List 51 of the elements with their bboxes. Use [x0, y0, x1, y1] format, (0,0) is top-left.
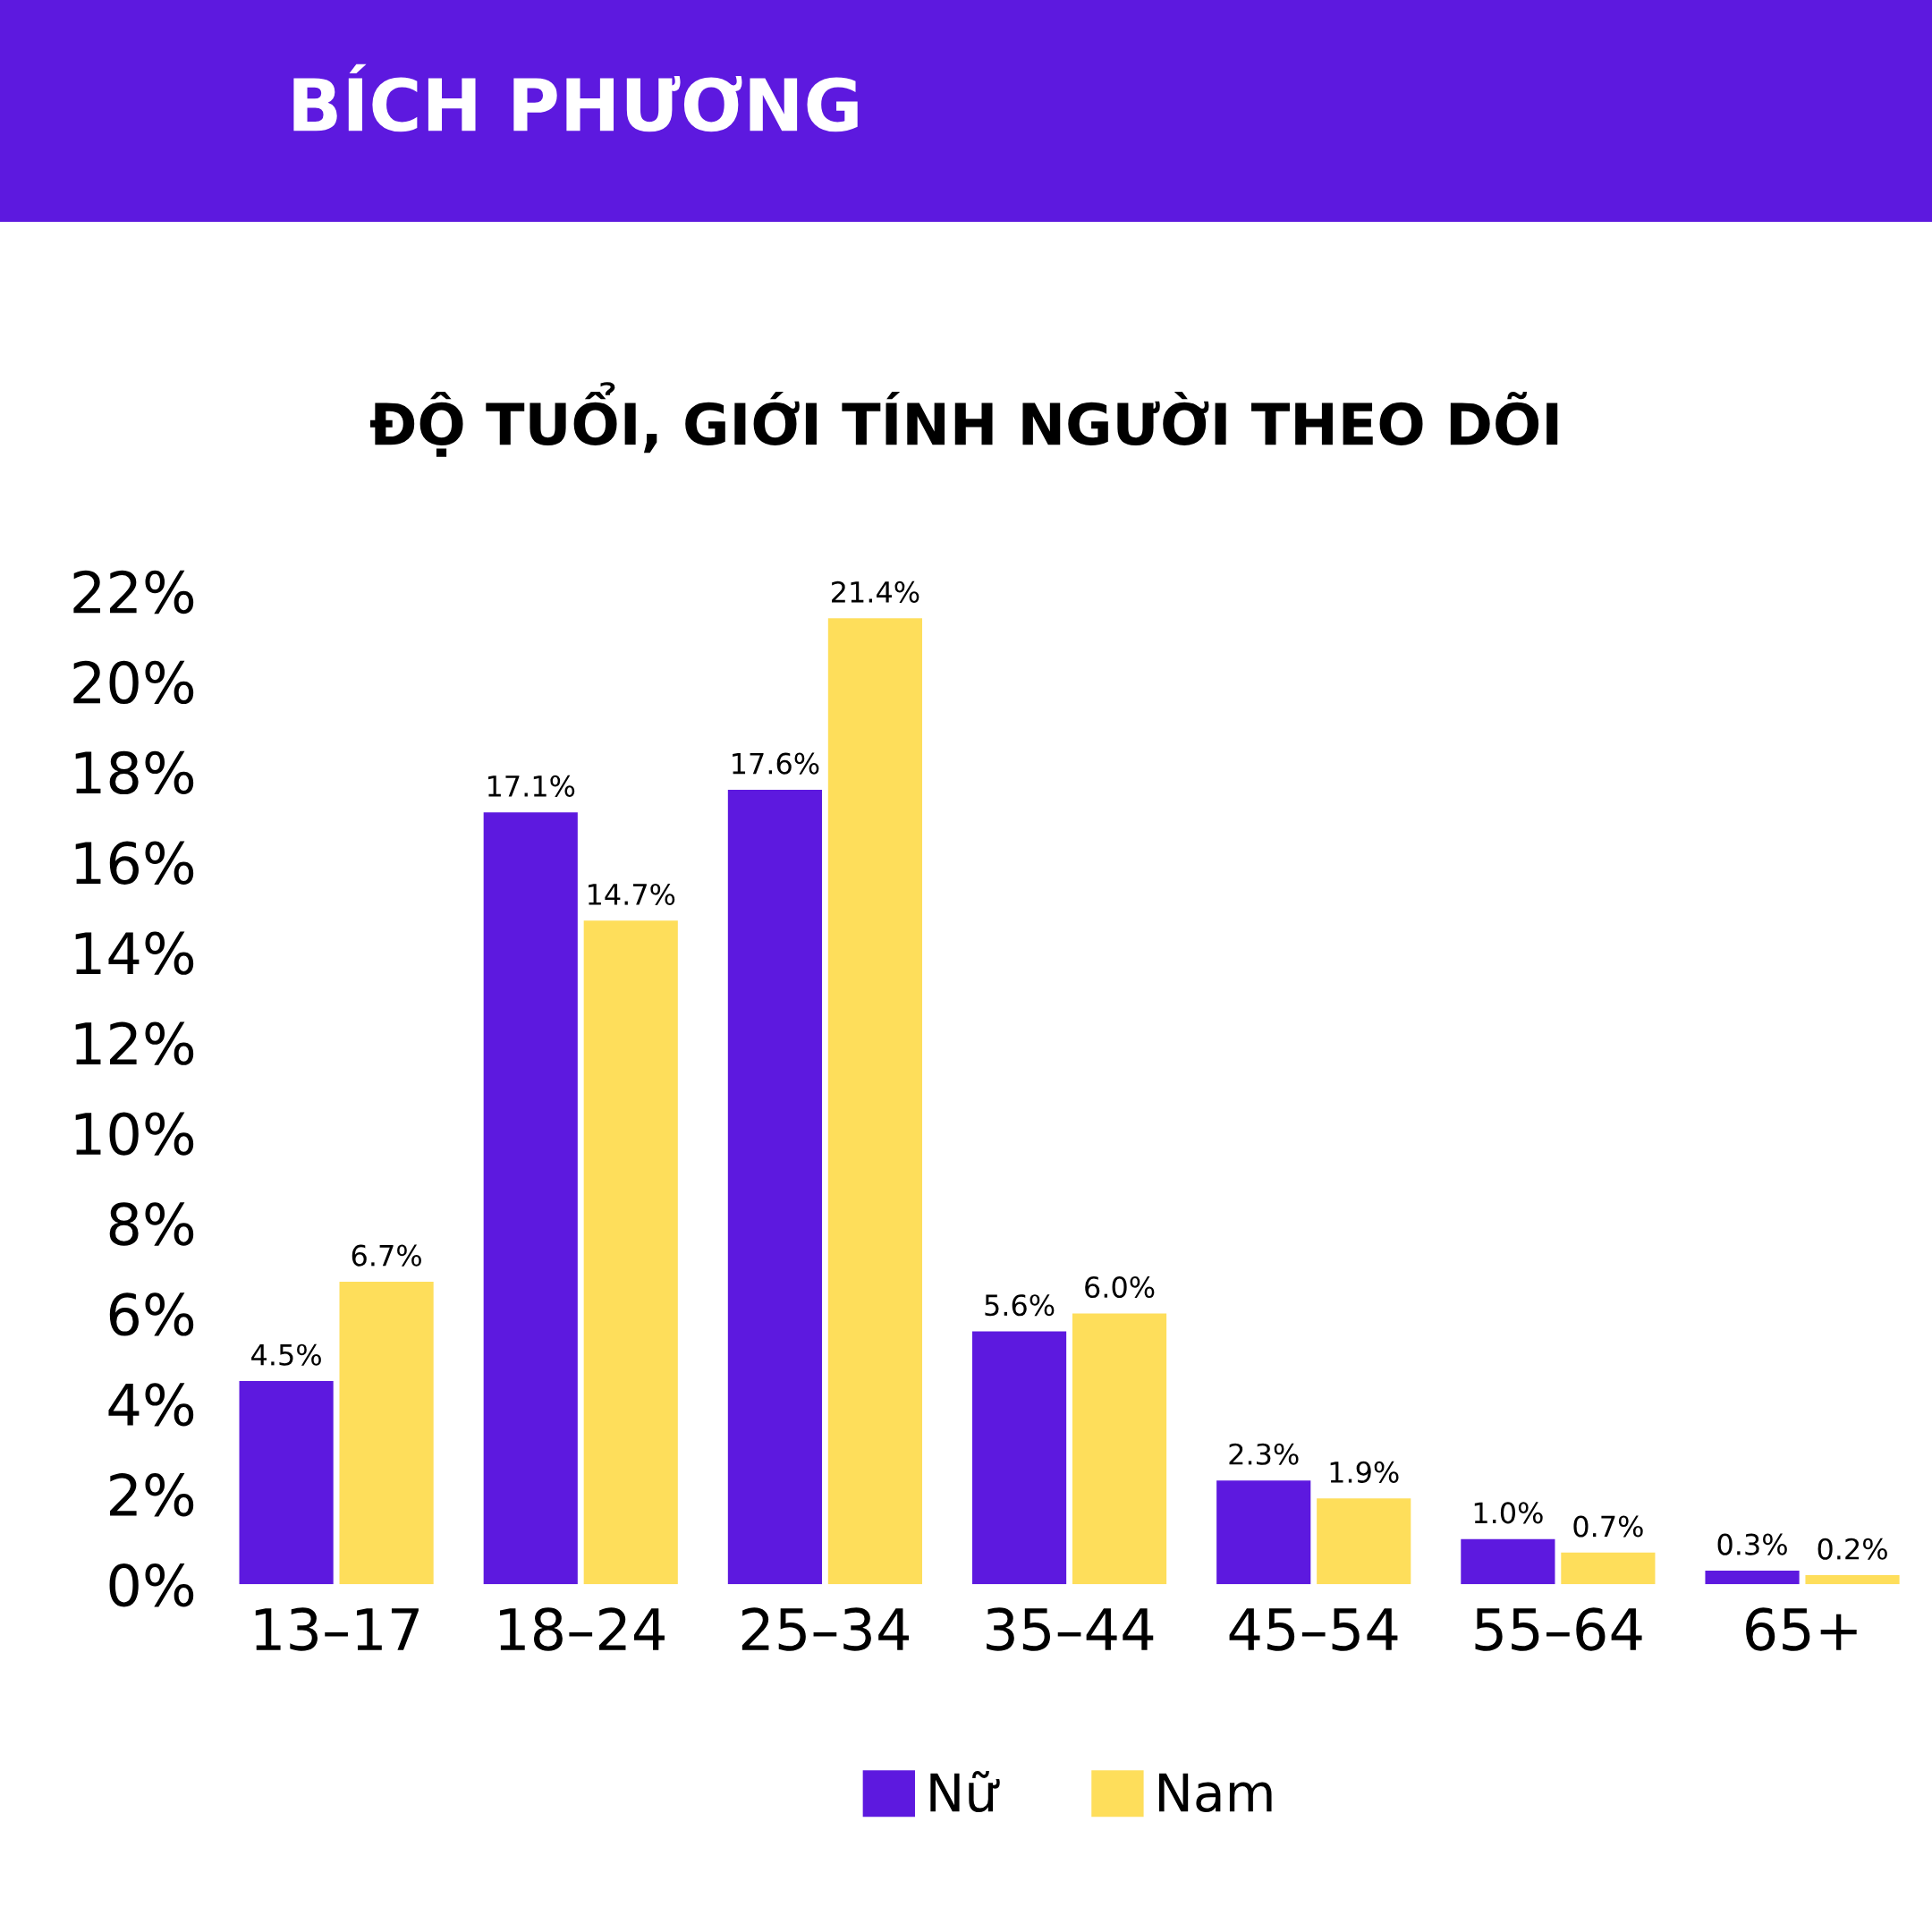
data-label: 0.2%: [1818, 1538, 1887, 1560]
data-label: 4.5%: [251, 1343, 321, 1366]
bar: [971, 1331, 1067, 1585]
data-label: 1.9%: [1330, 1461, 1399, 1484]
data-label: 14.7%: [589, 883, 675, 906]
x-tick-label: 55–64: [1475, 1607, 1642, 1651]
x-tick-label: 35–44: [987, 1607, 1154, 1651]
x-tick-label: 25–34: [741, 1607, 910, 1651]
chart-subtitle: ĐỘ TUỔI, GIỚI TÍNH NGƯỜI THEO DÕI: [369, 382, 1558, 457]
data-label: 6.7%: [352, 1244, 421, 1267]
legend-label: Nam: [1158, 1773, 1272, 1813]
y-tick-label: 18%: [75, 750, 194, 794]
bar: [1317, 1498, 1411, 1585]
x-tick-label: 65+: [1746, 1607, 1857, 1651]
y-tick-label: 8%: [109, 1202, 194, 1246]
data-label: 17.6%: [733, 752, 819, 775]
x-tick-label: 18–24: [499, 1607, 665, 1651]
bar: [1561, 1552, 1656, 1585]
data-label: 2.3%: [1229, 1443, 1299, 1465]
y-tick-label: 16%: [75, 841, 194, 885]
bar: [1216, 1480, 1311, 1585]
bar: [727, 790, 822, 1585]
y-tick-label: 12%: [75, 1021, 194, 1065]
bar: [239, 1381, 334, 1585]
data-label: 6.0%: [1085, 1275, 1155, 1299]
legend-label: Nữ: [930, 1770, 1000, 1813]
y-tick-label: 22%: [73, 570, 194, 614]
x-tick-label: 13–17: [255, 1607, 419, 1651]
data-label: 21.4%: [832, 580, 919, 603]
data-label: 0.3%: [1717, 1533, 1787, 1555]
bar: [1705, 1571, 1800, 1585]
y-tick-label: 2%: [110, 1473, 194, 1517]
bar: [483, 812, 578, 1585]
bar: [827, 618, 922, 1585]
chart-title: BÍCH PHƯƠNG: [293, 64, 858, 132]
y-tick-label: 4%: [108, 1383, 194, 1427]
y-tick-label: 6%: [109, 1292, 194, 1336]
data-label: 5.6%: [985, 1294, 1055, 1317]
bar: [339, 1282, 434, 1585]
x-tick-label: 45–54: [1229, 1608, 1398, 1651]
bar: [1072, 1313, 1167, 1585]
data-label: 17.1%: [488, 775, 575, 797]
bar: [1805, 1575, 1900, 1585]
y-tick-label: 20%: [73, 660, 194, 705]
y-tick-label: 10%: [75, 1112, 194, 1156]
bar: [583, 920, 678, 1585]
data-label: 1.0%: [1474, 1502, 1543, 1524]
bar: [1461, 1538, 1555, 1585]
y-tick-label: 14%: [75, 931, 194, 975]
y-tick-label: 0%: [109, 1563, 194, 1607]
data-label: 0.7%: [1573, 1515, 1643, 1538]
